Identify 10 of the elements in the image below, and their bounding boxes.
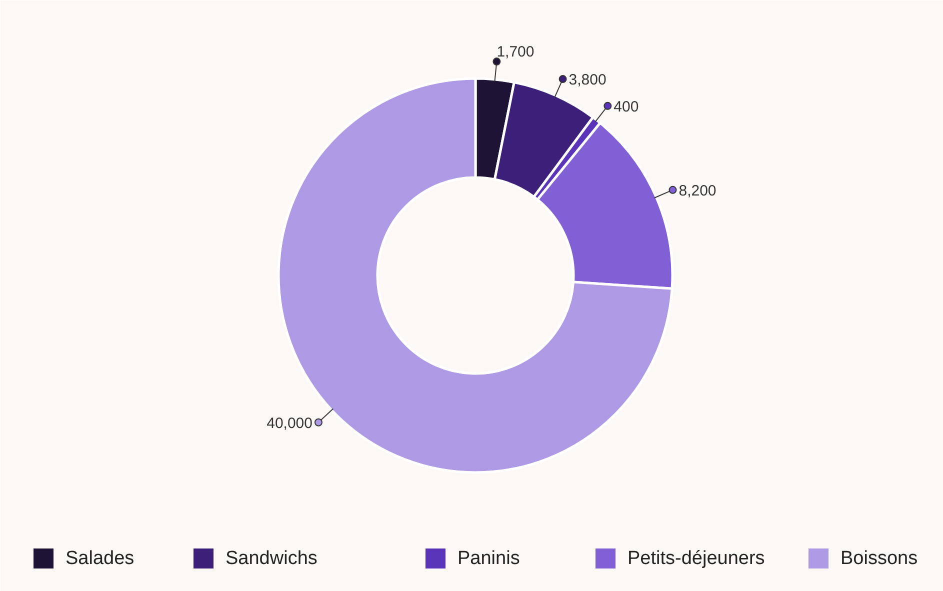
legend-label: Paninis: [458, 548, 520, 569]
legend-label: Salades: [66, 548, 134, 569]
legend-label: Boissons: [840, 548, 918, 569]
legend-label: Sandwichs: [226, 548, 318, 569]
legend-label: Petits-déjeuners: [628, 548, 765, 569]
data-label: 40,000: [266, 414, 312, 432]
data-label: 1,700: [496, 44, 534, 61]
data-label: 400: [614, 98, 639, 116]
data-label: 8,200: [678, 182, 716, 200]
data-label: 3,800: [568, 72, 606, 89]
